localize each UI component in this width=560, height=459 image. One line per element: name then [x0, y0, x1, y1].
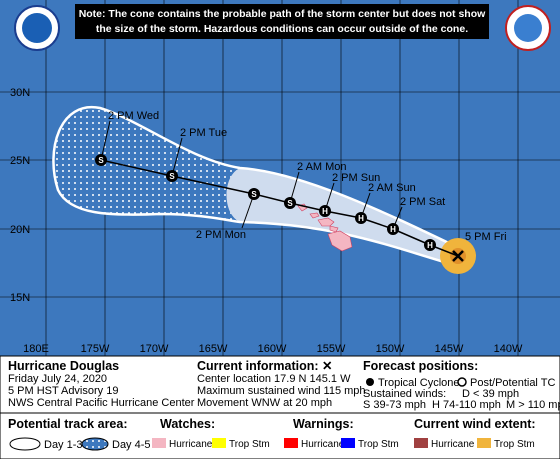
lon-label: 150W: [376, 343, 405, 355]
forecast-point: [248, 188, 260, 200]
warnings-title: Warnings:: [293, 417, 354, 431]
lon-label: 175W: [81, 343, 110, 355]
note-box: [75, 4, 489, 39]
current-movement: Movement WNW at 20 mph: [197, 397, 332, 409]
storm-center: NWS Central Pacific Hurricane Center: [8, 397, 195, 409]
cone-day-4-5: [53, 107, 240, 222]
day45-swatch: [81, 437, 109, 451]
lon-label: 170W: [140, 343, 169, 355]
day13-swatch: [9, 437, 41, 451]
storm-advisory: 5 PM HST Advisory 19: [8, 385, 118, 397]
track-title: Potential track area:: [8, 417, 128, 431]
ts-watch-label: Trop Stm: [229, 439, 270, 450]
wind-h: H 74-110 mph: [432, 399, 501, 411]
post-symbol: [457, 377, 467, 387]
lon-label: 140W: [494, 343, 523, 355]
forecast-point: [166, 170, 178, 182]
watches-title: Watches:: [160, 417, 215, 431]
day45-label: Day 4-5: [112, 439, 151, 451]
hurricane-extent-swatch: [414, 438, 428, 448]
point-label: 2 PM Sat: [400, 196, 445, 208]
post-label: Post/Potential TC: [470, 377, 555, 389]
leader-line: [171, 137, 183, 177]
current-info-title: Current information: ✕: [197, 359, 332, 373]
forecast-point: [424, 239, 436, 251]
lat-label: 25N: [10, 155, 30, 167]
note-line: the size of the storm. Hazardous conditi…: [96, 23, 468, 35]
note-line: Note: The cone contains the probable pat…: [79, 8, 486, 20]
lat-label: 20N: [10, 224, 30, 236]
point-label: 2 PM Tue: [180, 127, 227, 139]
ts-extent-swatch: [477, 438, 491, 448]
lon-label: 145W: [435, 343, 464, 355]
lat-label: 30N: [10, 87, 30, 99]
forecast-point: [284, 197, 296, 209]
current-wind: Maximum sustained wind 115 mph: [197, 385, 366, 397]
point-symbol: H: [427, 241, 433, 250]
nws-logo-inner: [514, 14, 542, 42]
point-label: 2 AM Mon: [297, 161, 347, 173]
hurricane-watch-label: Hurricane: [169, 439, 213, 450]
point-label: 2 PM Sun: [332, 172, 380, 184]
forecast-point: [319, 205, 331, 217]
ts-warning-swatch: [341, 438, 355, 448]
point-symbol: H: [390, 225, 396, 234]
point-symbol: S: [287, 199, 293, 208]
current-label: 5 PM Fri: [465, 231, 507, 243]
lon-label: 165W: [199, 343, 228, 355]
tc-symbol: [366, 378, 374, 386]
ts-watch-swatch: [212, 438, 226, 448]
point-symbol: S: [251, 190, 257, 199]
leader-line: [100, 120, 111, 161]
islands: [297, 203, 353, 252]
wind-d: D < 39 mph: [462, 388, 519, 400]
lat-label: 15N: [10, 292, 30, 304]
forecast-point: [387, 223, 399, 235]
point-label: 2 AM Sun: [368, 182, 416, 194]
forecast-title: Forecast positions:: [363, 359, 478, 373]
point-symbol: H: [358, 214, 364, 223]
wind-extent-title: Current wind extent:: [414, 417, 536, 431]
winds-label: Sustained winds:: [363, 388, 446, 400]
hurricane-watch-swatch: [152, 438, 166, 448]
day13-label: Day 1-3: [44, 439, 83, 451]
lon-label: 155W: [317, 343, 346, 355]
cone-outline: [52, 105, 459, 268]
ts-warning-label: Trop Stm: [358, 439, 399, 450]
cone-day-1-3: [226, 168, 458, 266]
current-location: Center location 17.9 N 145.1 W: [197, 373, 351, 385]
noaa-logo-inner: [22, 13, 52, 43]
wind-s: S 39-73 mph: [363, 399, 426, 411]
point-symbol: H: [322, 207, 328, 216]
lon-label: 160W: [258, 343, 287, 355]
point-label: 2 PM Mon: [196, 229, 246, 241]
current-position: [452, 250, 464, 262]
point-symbol: S: [169, 172, 175, 181]
hurricane-warning-label: Hurricane: [301, 439, 345, 450]
tc-label: Tropical Cyclone: [378, 377, 460, 389]
lon-label: 180E: [23, 343, 49, 355]
forecast-point: [355, 212, 367, 224]
storm-name: Hurricane Douglas: [8, 359, 119, 373]
forecast-point: [95, 154, 107, 166]
point-label: 2 PM Wed: [108, 110, 159, 122]
wind-m: M > 110 mph: [506, 399, 560, 411]
storm-date: Friday July 24, 2020: [8, 373, 107, 385]
leader-line: [241, 193, 255, 229]
hurricane-warning-swatch: [284, 438, 298, 448]
point-symbol: S: [98, 156, 104, 165]
hurricane-extent-label: Hurricane: [431, 439, 475, 450]
ts-extent-label: Trop Stm: [494, 439, 535, 450]
